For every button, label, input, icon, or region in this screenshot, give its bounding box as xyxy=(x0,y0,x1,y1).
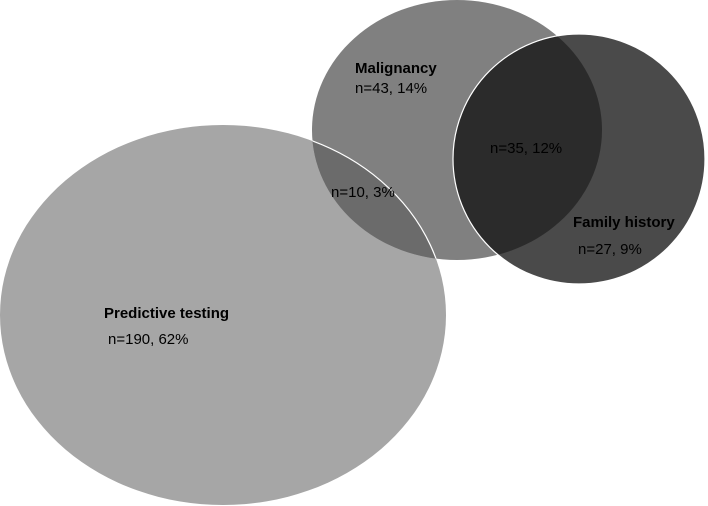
overlap-region xyxy=(312,125,446,260)
set-count: n=190, 62% xyxy=(108,331,189,348)
set-label: Family history xyxy=(573,214,675,231)
set-label: Predictive testing xyxy=(104,305,229,322)
predictive-testing-set xyxy=(0,125,446,505)
overlap-count: n=10, 3% xyxy=(331,184,395,201)
set-count: n=27, 9% xyxy=(578,241,642,258)
overlap-region xyxy=(453,34,602,260)
set-count: n=43, 14% xyxy=(355,80,427,97)
set-label: Malignancy xyxy=(355,60,437,77)
set-outline xyxy=(452,33,706,285)
overlap-count: n=35, 12% xyxy=(490,140,562,157)
